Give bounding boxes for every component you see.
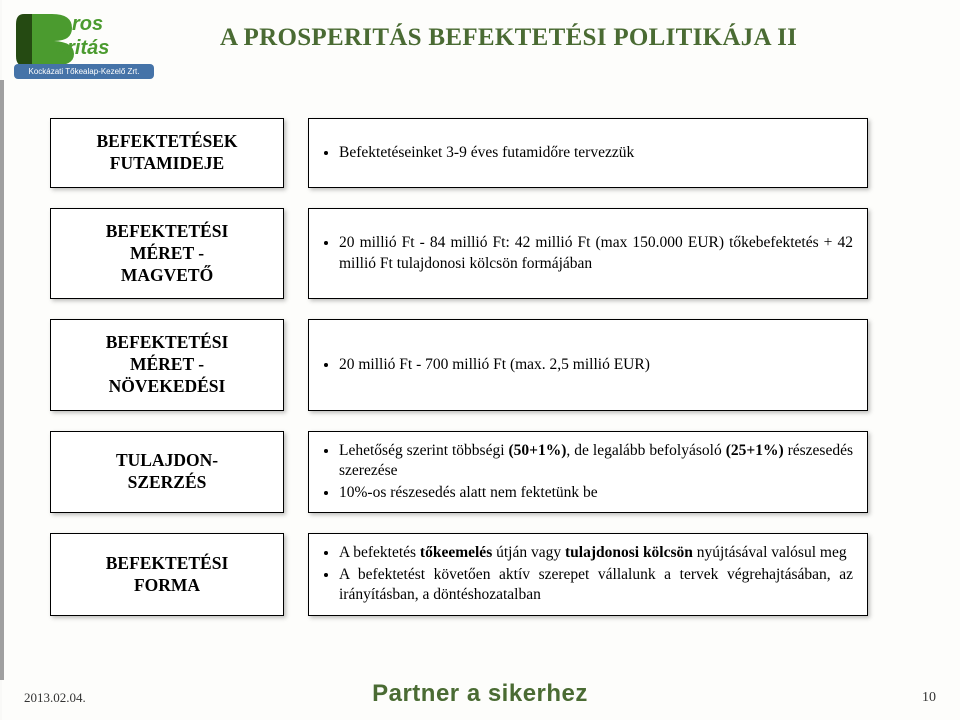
list-item: 20 millió Ft - 700 millió Ft (max. 2,5 m… xyxy=(339,355,650,375)
content-rows: BEFEKTETÉSEK FUTAMIDEJE Befektetéseinket … xyxy=(50,118,910,636)
list-item: Lehetőség szerint többségi (50+1%), de l… xyxy=(339,441,853,482)
row-label: BEFEKTETÉSEK FUTAMIDEJE xyxy=(50,118,284,188)
list-item: Befektetéseinket 3-9 éves futamidőre ter… xyxy=(339,143,634,163)
logo-subline: Kockázati Tőkealap-Kezelő Zrt. xyxy=(28,67,139,76)
content-row: TULAJDON- SZERZÉS Lehetőség szerint többs… xyxy=(50,431,910,513)
row-label: BEFEKTETÉSI FORMA xyxy=(50,533,284,615)
content-row: BEFEKTETÉSI MÉRET - NÖVEKEDÉSI 20 millió … xyxy=(50,319,910,411)
row-bullet-list: 20 millió Ft - 700 millió Ft (max. 2,5 m… xyxy=(315,354,650,376)
content-row: BEFEKTETÉSI FORMA A befektetés tőkeemelés… xyxy=(50,533,910,615)
row-bullet-list: A befektetés tőkeemelés útján vagy tulaj… xyxy=(315,542,853,606)
footer-slogan: Partner a sikerhez xyxy=(0,680,960,708)
left-margin-stripe xyxy=(0,80,4,680)
content-row: BEFEKTETÉSEK FUTAMIDEJE Befektetéseinket … xyxy=(50,118,910,188)
logo-text-ros: ros xyxy=(72,13,103,35)
list-item: 20 millió Ft - 84 millió Ft: 42 millió F… xyxy=(339,233,853,274)
row-bullet-list: Befektetéseinket 3-9 éves futamidőre ter… xyxy=(315,142,634,164)
row-bullet-list: Lehetőség szerint többségi (50+1%), de l… xyxy=(315,440,853,504)
row-label: BEFEKTETÉSI MÉRET - MAGVETŐ xyxy=(50,208,284,300)
footer-page-number: 10 xyxy=(922,690,936,706)
row-label: BEFEKTETÉSI MÉRET - NÖVEKEDÉSI xyxy=(50,319,284,411)
logo-text-eritas: eritás xyxy=(56,37,109,59)
list-item: A befektetést követően aktív szerepet vá… xyxy=(339,565,853,606)
row-content: 20 millió Ft - 700 millió Ft (max. 2,5 m… xyxy=(308,319,868,411)
row-content: Befektetéseinket 3-9 éves futamidőre ter… xyxy=(308,118,868,188)
row-content: Lehetőség szerint többségi (50+1%), de l… xyxy=(308,431,868,513)
company-logo: ros eritás Kockázati Tőkealap-Kezelő Zrt… xyxy=(14,8,154,82)
row-content: A befektetés tőkeemelés útján vagy tulaj… xyxy=(308,533,868,615)
content-row: BEFEKTETÉSI MÉRET - MAGVETŐ 20 millió Ft … xyxy=(50,208,910,300)
row-label: TULAJDON- SZERZÉS xyxy=(50,431,284,513)
row-content: 20 millió Ft - 84 millió Ft: 42 millió F… xyxy=(308,208,868,300)
list-item: 10%-os részesedés alatt nem fektetünk be xyxy=(339,483,853,503)
list-item: A befektetés tőkeemelés útján vagy tulaj… xyxy=(339,543,853,563)
row-bullet-list: 20 millió Ft - 84 millió Ft: 42 millió F… xyxy=(315,232,853,275)
page-title: A PROSPERITÁS BEFEKTETÉSI POLITIKÁJA II xyxy=(220,24,797,52)
